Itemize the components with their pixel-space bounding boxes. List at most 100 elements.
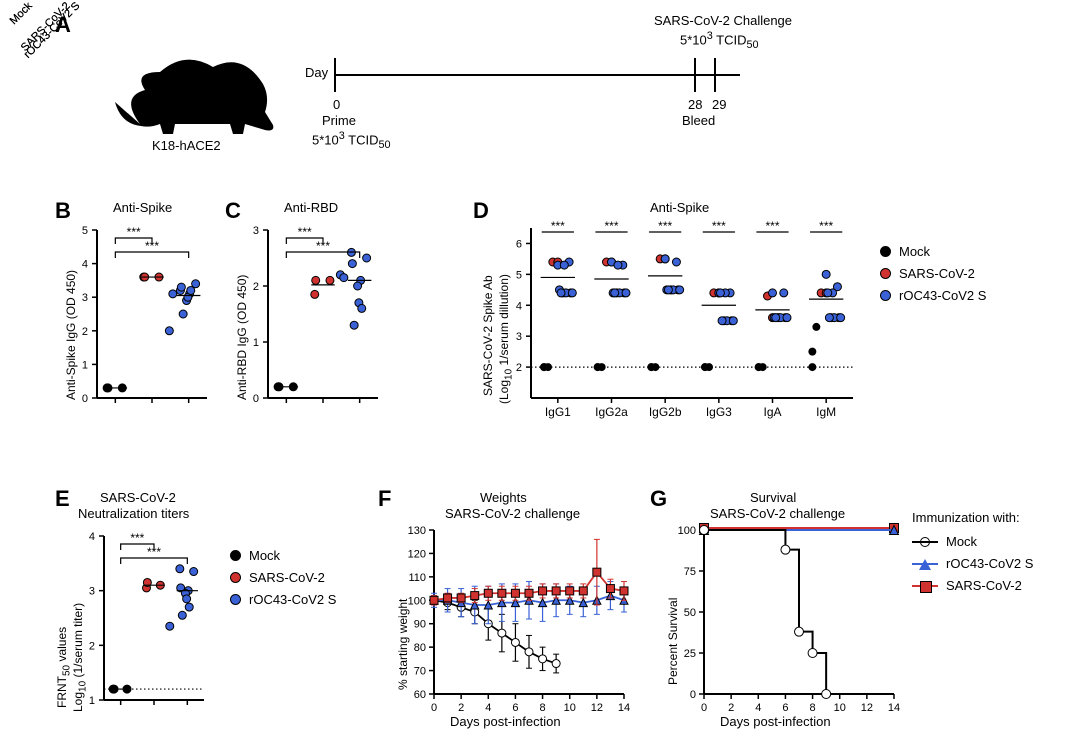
svg-text:2: 2 [458, 702, 464, 714]
svg-text:***: *** [658, 219, 672, 233]
svg-text:4: 4 [516, 300, 522, 312]
svg-text:75: 75 [684, 566, 696, 578]
chart-E: 1234****** [82, 524, 217, 724]
svg-text:90: 90 [414, 619, 426, 631]
chart-B: 012345****** [75, 218, 220, 418]
svg-text:***: *** [765, 219, 779, 233]
svg-text:12: 12 [861, 702, 873, 714]
d29: 29 [712, 97, 726, 113]
svg-text:80: 80 [414, 642, 426, 654]
svg-text:130: 130 [408, 525, 426, 537]
svg-text:4: 4 [89, 531, 95, 543]
svg-text:100: 100 [678, 525, 696, 537]
svg-text:6: 6 [782, 702, 788, 714]
C-ylabel: Anti-RBD IgG (OD 450) [235, 275, 249, 400]
challenge: SARS-CoV-2 Challenge [654, 13, 792, 29]
G-title2: SARS-CoV-2 challenge [710, 506, 845, 522]
chart-D: 2 3 4 5 6 IgG1 *** IgG2a *** IgG2b *** IgG3 *** IgA **… [505, 218, 865, 428]
svg-text:***: *** [127, 225, 141, 239]
svg-text:***: *** [130, 531, 144, 545]
svg-text:1: 1 [253, 337, 259, 349]
E-title2: Neutralization titers [78, 506, 189, 522]
legend-G-roc43: rOC43-CoV2 S [912, 556, 1033, 571]
svg-text:3: 3 [89, 586, 95, 598]
svg-text:IgM: IgM [816, 405, 836, 419]
panel-label-D: D [473, 198, 489, 224]
svg-text:***: *** [145, 239, 159, 253]
B-title: Anti-Spike [113, 200, 172, 216]
F-xlabel: Days post-infection [450, 714, 561, 730]
svg-text:70: 70 [414, 666, 426, 678]
svg-text:IgG3: IgG3 [706, 405, 732, 419]
D-ylabel: SARS-CoV-2 Spike Ab [481, 275, 495, 396]
svg-text:120: 120 [408, 548, 426, 560]
E-title1: SARS-CoV-2 [100, 490, 176, 506]
svg-text:***: *** [819, 219, 833, 233]
svg-text:IgG2b: IgG2b [649, 405, 682, 419]
svg-text:***: *** [298, 225, 312, 239]
F-ylabel: % starting weight [396, 599, 410, 690]
svg-text:110: 110 [408, 572, 426, 584]
svg-text:5: 5 [82, 225, 88, 237]
panel-label-G: G [650, 486, 667, 512]
D-title: Anti-Spike [650, 200, 709, 216]
mouse-strain: K18-hACE2 [152, 138, 221, 154]
day-label: Day [305, 65, 328, 81]
svg-text:1: 1 [82, 359, 88, 371]
svg-text:2: 2 [89, 640, 95, 652]
chart-G: 025507510002468101214 [668, 524, 906, 729]
svg-text:50: 50 [684, 607, 696, 619]
svg-text:6: 6 [516, 238, 522, 250]
E-ylabel2: Log10 (1/serum titer) [71, 603, 88, 712]
svg-text:***: *** [712, 219, 726, 233]
E-ylabel1: FRNT50 values [55, 627, 72, 708]
svg-text:10: 10 [834, 702, 846, 714]
G-title1: Survival [750, 490, 796, 506]
svg-text:0: 0 [82, 393, 88, 405]
svg-text:IgA: IgA [763, 405, 781, 419]
panel-label-F: F [378, 486, 391, 512]
mouse-icon [115, 42, 285, 137]
svg-text:25: 25 [684, 648, 696, 660]
G-ylabel: Percent Survival [666, 598, 680, 685]
svg-text:14: 14 [618, 702, 630, 714]
B-ylabel: Anti-Spike IgG (OD 450) [64, 270, 78, 400]
svg-text:***: *** [316, 239, 330, 253]
svg-text:4: 4 [485, 702, 491, 714]
svg-text:3: 3 [253, 225, 259, 237]
svg-text:***: *** [551, 219, 565, 233]
legend-D-mock: Mock [880, 244, 930, 259]
d0: 0 [333, 97, 340, 113]
svg-text:4: 4 [755, 702, 761, 714]
svg-text:4: 4 [82, 259, 88, 271]
svg-text:10: 10 [564, 702, 576, 714]
svg-text:IgG1: IgG1 [545, 405, 571, 419]
svg-text:60: 60 [414, 689, 426, 701]
svg-text:3: 3 [516, 331, 522, 343]
svg-text:1: 1 [89, 695, 95, 707]
prime-dose: 5*103 TCID50 [312, 130, 391, 152]
F-title2: SARS-CoV-2 challenge [445, 506, 580, 522]
svg-text:8: 8 [540, 702, 546, 714]
svg-text:0: 0 [253, 393, 259, 405]
legend-G-mock: Mock [912, 534, 977, 549]
svg-text:8: 8 [810, 702, 816, 714]
svg-text:3: 3 [82, 292, 88, 304]
svg-text:5: 5 [516, 269, 522, 281]
svg-text:0: 0 [431, 702, 437, 714]
svg-text:IgG2a: IgG2a [595, 405, 628, 419]
svg-text:2: 2 [516, 362, 522, 374]
panel-label-C: C [225, 198, 241, 224]
svg-text:0: 0 [690, 689, 696, 701]
legend-G-sars: SARS-CoV-2 [912, 578, 1022, 593]
svg-text:2: 2 [253, 281, 259, 293]
chart-C: 0 1 2 3 *** *** [246, 218, 391, 418]
panel-label-B: B [55, 198, 71, 224]
legend-E-roc43: rOC43-CoV2 S [230, 592, 336, 607]
prime: Prime [322, 113, 356, 129]
svg-text:12: 12 [591, 702, 603, 714]
svg-text:6: 6 [512, 702, 518, 714]
G-legend-title: Immunization with: [912, 510, 1020, 526]
bleed: Bleed [682, 113, 715, 129]
C-title: Anti-RBD [284, 200, 338, 216]
